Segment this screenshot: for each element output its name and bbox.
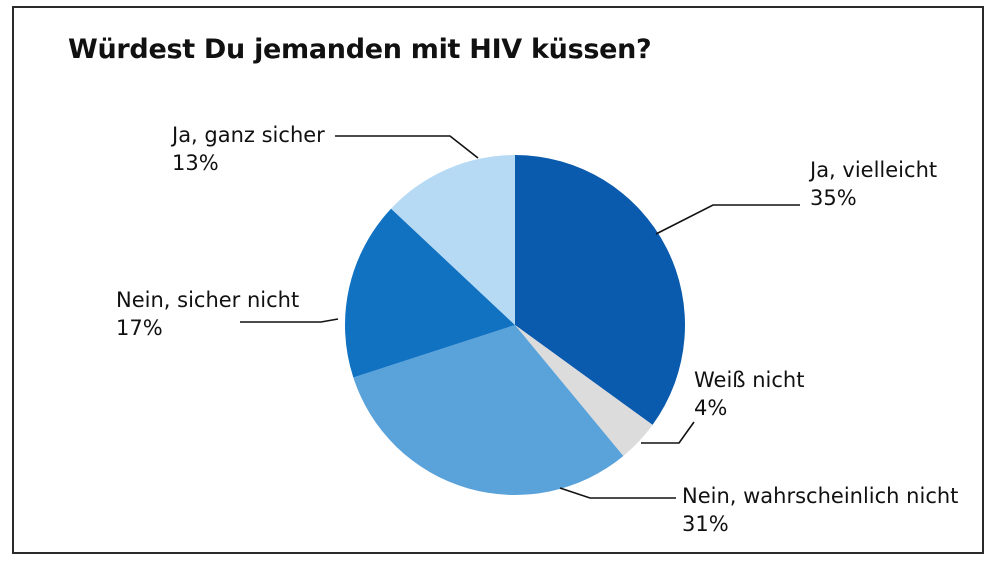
slice-percent: 35% — [810, 186, 857, 210]
pie-slice-nein-sicher-nicht — [345, 208, 515, 378]
chart-title: Würdest Du jemanden mit HIV küssen? — [68, 34, 652, 65]
label-ja-vielleicht: Ja, vielleicht 35% — [810, 156, 937, 212]
pie-slice-ja-ganz-sicher — [391, 155, 515, 325]
label-weiss-nicht: Weiß nicht 4% — [694, 366, 804, 422]
slice-name: Ja, vielleicht — [810, 158, 938, 182]
pie-slice-nein-wahrscheinlich-nicht — [353, 325, 624, 496]
slice-percent: 13% — [172, 151, 219, 175]
label-nein-wahrscheinlich-nicht: Nein, wahrscheinlich nicht 31% — [682, 482, 958, 538]
slice-name: Nein, wahrscheinlich nicht — [682, 484, 959, 508]
slice-name: Nein, sicher nicht — [116, 288, 300, 312]
leader-nein-wahrscheinlich-nicht — [559, 487, 676, 499]
pie-slice-weiss-nicht — [515, 325, 653, 456]
leader-weiss-nicht — [641, 421, 695, 444]
leader-ja-vielleicht — [655, 204, 800, 235]
leader-ja-ganz-sicher — [335, 135, 479, 159]
slice-name: Weiß nicht — [694, 368, 805, 392]
slice-percent: 17% — [116, 316, 163, 340]
slice-name: Ja, ganz sicher — [172, 123, 325, 147]
leader-nein-sicher-nicht — [240, 318, 339, 323]
slice-percent: 4% — [694, 396, 728, 420]
label-nein-sicher-nicht: Nein, sicher nicht 17% — [116, 286, 299, 342]
label-ja-ganz-sicher: Ja, ganz sicher 13% — [172, 121, 325, 177]
slice-percent: 31% — [682, 512, 729, 536]
chart-frame — [12, 6, 984, 554]
pie-slice-ja-vielleicht — [515, 155, 685, 425]
